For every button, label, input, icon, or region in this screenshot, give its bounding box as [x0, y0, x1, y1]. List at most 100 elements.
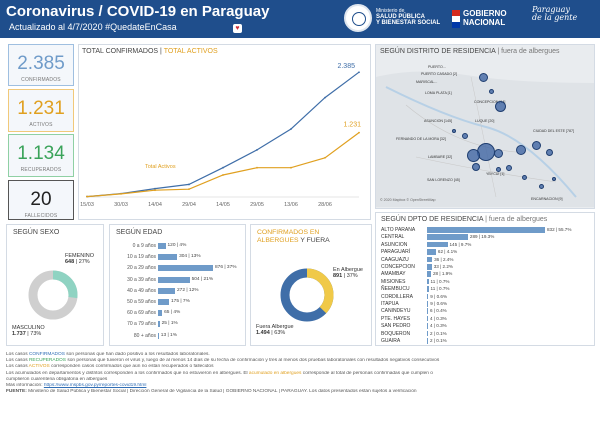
age-title: SEGÚN EDAD	[116, 229, 163, 236]
district-bubble[interactable]	[552, 177, 556, 181]
department-row[interactable]: PARAGUARÍ 62 | 4.1%	[381, 248, 595, 256]
data-point	[188, 183, 190, 186]
footnotes: Los casos CONFIRMADOS son personas que h…	[6, 352, 596, 395]
department-row[interactable]: PTE. HAYES 4 | 0.3%	[381, 315, 595, 323]
department-value: 289 | 19.3%	[469, 234, 495, 240]
map-label: SAN LORENZO [45]	[427, 178, 460, 182]
district-bubble[interactable]	[462, 133, 468, 139]
department-bar	[427, 301, 429, 307]
department-row[interactable]: BOQUERON 2 | 0.1%	[381, 330, 595, 338]
age-row[interactable]: 50 a 59 años 175 | 7%	[110, 298, 280, 307]
age-row[interactable]: 30 a 39 años 504 | 21%	[110, 276, 280, 285]
department-bar	[427, 227, 545, 233]
district-bubble[interactable]	[522, 175, 527, 180]
district-bubble[interactable]	[495, 101, 506, 112]
note-line: Los casos RECUPERADOS son personas que t…	[6, 358, 440, 364]
department-label: MISIONES	[381, 278, 406, 285]
map-label: FERNANDO DE LA MORA [32]	[396, 137, 446, 141]
page-title: Coronavirus / COVID-19 en Paraguay	[6, 3, 270, 20]
district-map-panel[interactable]: SEGÚN DISTRITO DE RESIDENCIA | fuera de …	[375, 44, 595, 209]
kpi-value: 1.134	[17, 143, 65, 164]
district-bubble[interactable]	[472, 163, 480, 171]
department-row[interactable]: GUAIRA 2 | 0.1%	[381, 337, 595, 345]
department-row[interactable]: SAN PEDRO 4 | 0.3%	[381, 322, 595, 330]
page-subtitle: Actualizado al 4/7/2020 #QuedateEnCasa	[9, 22, 177, 32]
department-bar	[427, 278, 429, 285]
map-label: ENCARNACION [9]	[531, 197, 563, 201]
department-row[interactable]: MISIONES 11 | 0.7%	[381, 278, 595, 286]
department-row[interactable]: CONCEPCION 33 | 2.2%	[381, 263, 595, 271]
age-row[interactable]: 70 a 79 años 25 | 1%	[110, 320, 280, 329]
department-value: 28 | 1.9%	[433, 271, 453, 277]
district-bubble[interactable]	[506, 165, 512, 171]
data-point	[290, 166, 292, 169]
out-shelter-label: Fuera Albergue 1.494 | 63%	[256, 324, 294, 336]
department-label: PTE. HAYES	[381, 315, 411, 322]
department-row[interactable]: CORDILLERA 9 | 0.6%	[381, 293, 595, 301]
age-label: 40 a 49 años	[127, 287, 156, 294]
active-series-line	[86, 132, 360, 198]
kpi-label: RECUPERADOS	[20, 167, 62, 173]
age-value: 120 | 4%	[167, 243, 187, 248]
department-value: 62 | 4.1%	[437, 249, 458, 255]
department-row[interactable]: ALTO PARANA 832 | 55.7%	[381, 226, 595, 234]
district-bubble[interactable]	[479, 73, 488, 82]
age-bar	[158, 243, 166, 249]
district-bubble[interactable]	[539, 184, 544, 189]
age-label: 50 a 59 años	[127, 299, 156, 305]
department-row[interactable]: CENTRAL 289 | 19.3%	[381, 233, 595, 241]
department-bar	[427, 241, 448, 248]
confirmed-series-line	[86, 71, 360, 198]
kpi-active: 1.231 ACTIVOS	[8, 89, 74, 132]
district-bubble[interactable]	[477, 143, 495, 161]
note-line: Los casos CONFIRMADOS son personas que h…	[6, 352, 210, 357]
department-label: CANINDEYU	[381, 308, 411, 315]
age-row[interactable]: 60 a 69 años 65 | 4%	[110, 309, 280, 318]
department-row[interactable]: AMAMBAY 28 | 1.9%	[381, 270, 595, 278]
map-label: PUERTO CASADO [2]	[421, 72, 458, 76]
age-row[interactable]: 40 a 49 años 272 | 12%	[110, 287, 280, 296]
department-label: PARAGUARÍ	[381, 249, 411, 256]
data-point	[256, 166, 258, 169]
age-row[interactable]: 0 a 9 años 120 | 4%	[110, 242, 280, 251]
brand-logo: Paraguay de la gente	[532, 5, 578, 22]
kpi-value: 1.231	[17, 98, 65, 119]
note-line: Más información: https://www.mspbs.gov.p…	[6, 383, 147, 389]
department-row[interactable]: ÑEEMBUCU 11 | 0.7%	[381, 285, 595, 293]
confinement-donut	[280, 268, 334, 322]
age-row[interactable]: 80 + años 13 | 1%	[110, 332, 280, 341]
department-label: GUAIRA	[381, 338, 401, 344]
department-label: ASUNCION	[381, 241, 408, 248]
department-row[interactable]: CAAGUAZU 36 | 2.4%	[381, 256, 595, 264]
district-bubble[interactable]	[452, 129, 456, 133]
department-bars: ALTO PARANA 832 | 55.7% CENTRAL 289 | 19.3%…	[381, 226, 593, 346]
district-bubble[interactable]	[516, 145, 526, 155]
age-row[interactable]: 10 a 19 años 304 | 13%	[110, 253, 280, 262]
confinement-title: CONFIRMADOS EN ALBERGUES Y FUERA	[257, 229, 330, 244]
department-row[interactable]: ITAPUA 9 | 0.6%	[381, 300, 595, 308]
department-value: 6 | 0.4%	[430, 308, 447, 314]
source-line: FUENTE: Ministerio de Salud Pública y Bi…	[6, 389, 417, 395]
department-label: ITAPUA	[381, 301, 399, 307]
department-bar	[427, 315, 428, 322]
data-point	[154, 189, 156, 192]
data-point	[120, 192, 122, 195]
department-row[interactable]: ASUNCION 145 | 9.7%	[381, 241, 595, 249]
active-series-label: Total Activos	[145, 164, 176, 170]
district-bubble[interactable]	[467, 149, 480, 162]
district-bubble[interactable]	[496, 167, 501, 172]
department-bar	[427, 308, 428, 314]
age-row[interactable]: 20 a 29 años 876 | 37%	[110, 264, 280, 273]
department-title: SEGÚN DPTO DE RESIDENCIA | fuera de albe…	[381, 216, 548, 223]
district-bubble[interactable]	[532, 141, 541, 150]
district-bubble[interactable]	[494, 149, 503, 158]
department-row[interactable]: CANINDEYU 6 | 0.4%	[381, 307, 595, 315]
district-bubble[interactable]	[546, 149, 553, 156]
district-bubble[interactable]	[489, 89, 494, 94]
kpi-label: CONFIRMADOS	[21, 77, 61, 83]
age-label: 20 a 29 años	[127, 265, 156, 272]
sex-donut	[28, 270, 78, 320]
note-line: cumplieron cuarentena obligatoria en alb…	[6, 376, 108, 382]
line-chart-panel: TOTAL CONFIRMADOS | TOTAL ACTIVOS 15/03 3…	[78, 44, 371, 220]
more-info-link[interactable]: https://www.mspbs.gov.py/reportes-covid1…	[43, 383, 147, 389]
